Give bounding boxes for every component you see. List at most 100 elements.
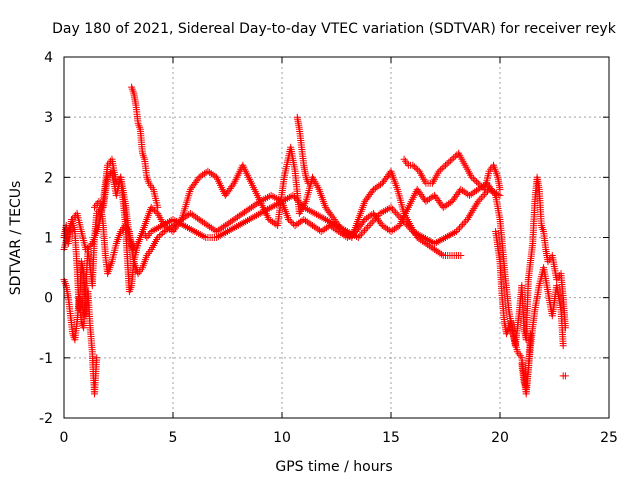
- data-point: [356, 232, 364, 240]
- data-point: [482, 189, 490, 197]
- y-tick-label: -2: [39, 411, 53, 427]
- data-point: [456, 224, 463, 232]
- data-point: [420, 234, 428, 241]
- data-point: [438, 250, 446, 258]
- data-point: [431, 240, 439, 247]
- data-point: [454, 226, 462, 234]
- data-point: [323, 217, 331, 224]
- data-point: [479, 192, 487, 200]
- data-point: [322, 216, 330, 223]
- data-point: [440, 163, 448, 171]
- data-point: [311, 209, 319, 217]
- data-point: [448, 155, 456, 163]
- data-point: [442, 161, 449, 169]
- data-point: [320, 214, 328, 222]
- data-point: [445, 158, 453, 166]
- data-point: [400, 217, 407, 225]
- data-point: [496, 191, 504, 199]
- data-point: [187, 226, 195, 233]
- data-point: [258, 208, 266, 216]
- data-point: [154, 203, 162, 211]
- data-point: [412, 164, 420, 172]
- data-point: [411, 229, 419, 236]
- data-point: [425, 237, 433, 244]
- data-point: [377, 220, 385, 228]
- data-point: [157, 231, 165, 238]
- data-point: [254, 210, 262, 218]
- data-point: [438, 164, 446, 172]
- data-point: [342, 227, 350, 234]
- data-point: [459, 221, 467, 229]
- data-point: [392, 209, 400, 217]
- data-point: [256, 209, 264, 217]
- data-point: [410, 163, 418, 171]
- data-point: [472, 201, 480, 209]
- data-point: [282, 195, 290, 203]
- data-point: [393, 210, 401, 218]
- data-point: [450, 154, 458, 162]
- data-point: [245, 216, 253, 223]
- data-point: [360, 217, 368, 225]
- data-point: [153, 225, 161, 232]
- y-tick-label: 3: [44, 110, 53, 126]
- data-point: [492, 189, 500, 197]
- data-point: [291, 193, 298, 201]
- data-point: [368, 187, 376, 195]
- data-point: [437, 166, 445, 174]
- data-point: [327, 219, 335, 226]
- data-point: [244, 217, 251, 224]
- data-point: [329, 220, 337, 227]
- data-point: [216, 232, 224, 239]
- data-point: [340, 226, 348, 233]
- data-point: [406, 224, 414, 232]
- data-point: [473, 178, 481, 186]
- data-point: [365, 222, 373, 229]
- data-point: [559, 342, 567, 350]
- data-point: [409, 228, 417, 235]
- data-point: [333, 222, 340, 229]
- data-point: [427, 238, 435, 245]
- data-point: [477, 194, 485, 202]
- data-point: [432, 239, 440, 246]
- data-point: [377, 181, 384, 189]
- data-point: [395, 212, 403, 220]
- data-point: [469, 175, 477, 183]
- data-points: [60, 83, 569, 398]
- data-point: [309, 208, 317, 216]
- data-point: [191, 228, 199, 235]
- data-point: [382, 206, 390, 214]
- data-point: [185, 225, 193, 232]
- data-point: [294, 197, 302, 204]
- data-point: [368, 218, 376, 226]
- data-point: [173, 218, 181, 225]
- data-point: [457, 222, 465, 230]
- data-point: [227, 226, 235, 233]
- data-point: [367, 220, 375, 228]
- data-point: [445, 232, 453, 239]
- data-point: [438, 236, 446, 243]
- data-point: [398, 216, 406, 223]
- data-point: [158, 222, 166, 229]
- data-point: [376, 209, 384, 217]
- data-point: [387, 203, 395, 211]
- data-point: [156, 223, 164, 230]
- y-tick-label: 4: [44, 50, 53, 66]
- data-point: [442, 234, 449, 241]
- data-point: [446, 199, 454, 207]
- data-point: [214, 233, 222, 240]
- data-point: [487, 186, 495, 194]
- data-point: [334, 223, 342, 230]
- data-point: [414, 231, 422, 238]
- data-point: [478, 182, 485, 190]
- data-point: [171, 217, 179, 224]
- data-point: [357, 230, 365, 238]
- data-point: [160, 221, 168, 228]
- data-point: [264, 193, 271, 201]
- data-point: [85, 243, 93, 250]
- data-point: [155, 232, 163, 240]
- data-point: [460, 219, 468, 227]
- y-tick-label: 1: [44, 231, 53, 247]
- data-point: [149, 227, 157, 234]
- data-point: [494, 190, 502, 198]
